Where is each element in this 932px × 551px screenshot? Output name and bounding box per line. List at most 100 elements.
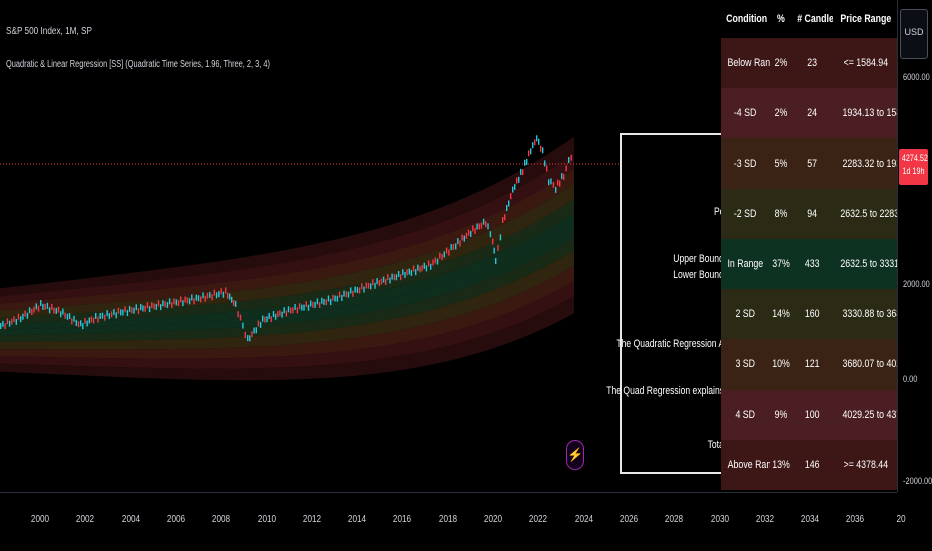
candle — [266, 316, 268, 323]
candle — [31, 308, 33, 315]
candle — [550, 178, 552, 185]
time-tick: 2036 — [846, 514, 865, 525]
candle — [22, 313, 24, 320]
price-tick: -2000.00 — [903, 476, 932, 487]
candle — [410, 270, 413, 276]
candle — [400, 274, 402, 281]
candle — [251, 331, 253, 338]
candle — [544, 160, 546, 167]
candle — [204, 295, 206, 302]
candle — [358, 287, 361, 294]
candle — [476, 223, 478, 230]
candle — [6, 318, 9, 325]
currency-button[interactable]: USD — [900, 9, 928, 59]
candle — [213, 289, 215, 296]
lightning-icon[interactable]: ⚡ — [566, 440, 584, 470]
candle — [270, 316, 272, 323]
candle — [257, 320, 260, 327]
range-table-row: -3 SD 5% 57 2283.32 to 1934.13 — [721, 138, 898, 189]
candle — [441, 254, 443, 260]
candle — [347, 291, 350, 298]
candle — [526, 159, 528, 165]
candle — [354, 286, 356, 293]
candle — [8, 320, 11, 327]
candle — [376, 278, 378, 285]
candle — [520, 168, 522, 175]
candle — [559, 180, 561, 187]
time-axis[interactable]: 2000 2002 2004 2006 2008 2010 2012 2014 2016 2018… — [0, 492, 905, 551]
candle — [542, 147, 544, 154]
candle — [380, 278, 383, 285]
candle — [478, 223, 480, 230]
candle — [389, 277, 391, 284]
candle — [367, 282, 370, 289]
candle — [423, 262, 425, 269]
candle — [391, 273, 393, 280]
cell-condition: Below Range — [727, 57, 770, 70]
candle — [117, 307, 120, 314]
candle — [508, 200, 510, 207]
candle — [290, 307, 292, 314]
time-tick: 2008 — [212, 514, 231, 525]
cell-percent: 2% — [774, 57, 788, 70]
candle — [378, 280, 380, 287]
cell-candles: 433 — [805, 257, 820, 270]
price-axis[interactable]: 6000.00 2000.00 0.00 -2000.00 — [897, 0, 932, 492]
candle — [472, 225, 474, 232]
candle — [42, 303, 44, 310]
candle — [318, 301, 321, 308]
candle — [124, 306, 126, 313]
candle — [343, 290, 345, 297]
candle — [470, 230, 472, 237]
last-price-badge: 4274.52 1d 19h — [899, 149, 928, 185]
bar-countdown: 1d 19h — [902, 166, 925, 176]
candle — [510, 193, 512, 200]
candle — [220, 288, 222, 295]
candle — [536, 135, 538, 142]
cell-candles: 121 — [805, 358, 820, 371]
candle — [86, 320, 88, 327]
cell-price-range: 4029.25 to 4378.44 — [842, 408, 898, 421]
candle — [259, 321, 262, 328]
candle — [247, 335, 249, 342]
time-tick: 2014 — [347, 514, 367, 525]
candle — [33, 306, 35, 313]
range-table-row: 3 SD 10% 121 3680.07 to 4029.25 — [721, 339, 898, 390]
cell-price-range: <= 1584.94 — [843, 57, 888, 70]
cell-price-range: 1934.13 to 1584.94 — [842, 107, 898, 120]
candle — [104, 314, 106, 321]
price-chart[interactable] — [0, 0, 897, 492]
candle — [239, 314, 242, 321]
cell-percent: 14% — [772, 308, 790, 321]
candle — [35, 303, 37, 310]
candle — [325, 299, 327, 306]
cell-condition: 2 SD — [735, 308, 756, 321]
candle — [120, 309, 122, 316]
cell-price-range: 2283.32 to 1934.13 — [842, 157, 898, 170]
time-tick: 2002 — [76, 514, 95, 525]
candle — [115, 312, 117, 319]
candle — [385, 278, 387, 285]
candle — [445, 247, 448, 254]
cell-percent: 13% — [772, 458, 790, 471]
symbol-title[interactable]: S&P 500 Index, 1M, SP — [6, 26, 93, 37]
range-table-row: Below Range 2% 23 <= 1584.94 — [721, 38, 898, 89]
chart-area[interactable]: S&P 500 Index, 1M, SP Quadratic & Linear… — [0, 0, 897, 492]
indicator-title[interactable]: Quadratic & Linear Regression [SS] (Quad… — [6, 59, 270, 70]
candle — [108, 313, 110, 320]
candle — [415, 269, 417, 276]
candle — [55, 307, 57, 314]
candle — [40, 300, 42, 306]
candle — [71, 318, 73, 325]
candle — [518, 176, 520, 183]
candle — [144, 305, 146, 312]
candle — [227, 292, 229, 299]
candle — [209, 291, 211, 298]
candle — [90, 316, 93, 323]
candle — [459, 240, 461, 247]
candle — [272, 311, 275, 318]
candle — [497, 244, 499, 251]
candle — [68, 313, 71, 320]
header-price-range: Price Range — [840, 13, 891, 25]
time-tick: 2032 — [755, 514, 774, 525]
